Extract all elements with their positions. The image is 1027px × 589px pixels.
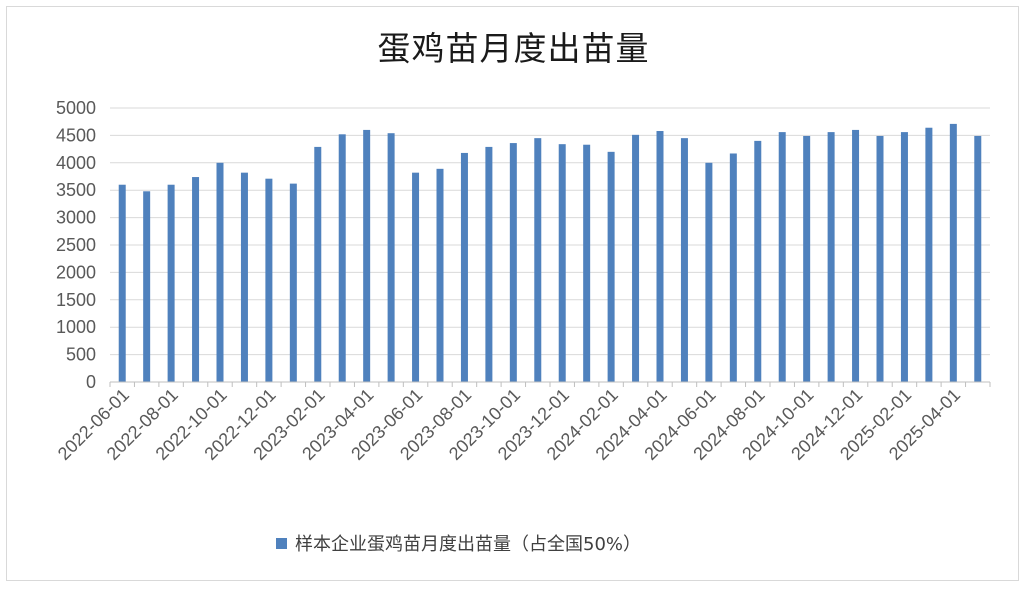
bar-2022-11-01	[240, 172, 248, 382]
bar-2023-12-01	[558, 144, 566, 382]
bar-2024-09-01	[778, 132, 786, 382]
bar-2025-03-01	[925, 127, 933, 382]
bar-2022-10-01	[216, 162, 224, 382]
bar-2023-03-01	[338, 134, 346, 382]
bar-2023-07-01	[436, 168, 444, 382]
y-tick-label: 500	[66, 345, 96, 365]
y-tick-label: 2000	[56, 262, 96, 282]
bar-2023-01-01	[289, 183, 297, 382]
bar-2023-05-01	[387, 133, 395, 382]
bar-2024-08-01	[754, 140, 762, 382]
y-tick-label: 3000	[56, 208, 96, 228]
bar-2023-08-01	[460, 152, 468, 382]
legend-label: 样本企业蛋鸡苗月度出苗量（占全国50%）	[295, 534, 642, 555]
y-axis-ticks: 0 500 1000 1500 2000 2500 3000 3500 4000 4500 5000	[56, 98, 96, 392]
bar-2022-07-01	[143, 191, 151, 382]
bar-2025-05-01	[974, 135, 982, 382]
bar-2024-07-01	[729, 153, 737, 382]
bar-2024-02-01	[607, 151, 615, 382]
bars	[118, 123, 982, 382]
bar-2024-04-01	[656, 131, 664, 382]
bar-2022-09-01	[192, 177, 200, 382]
legend: 样本企业蛋鸡苗月度出苗量（占全国50%）	[276, 530, 641, 556]
y-tick-label: 3500	[56, 180, 96, 200]
bar-2025-04-01	[949, 123, 957, 382]
bar-2023-09-01	[485, 146, 493, 382]
chart-title: 蛋鸡苗月度出苗量	[377, 29, 650, 68]
y-tick-label: 2500	[56, 235, 96, 255]
y-tick-label: 4500	[56, 125, 96, 145]
y-tick-label: 4000	[56, 153, 96, 173]
bar-2024-11-01	[827, 132, 835, 382]
x-axis	[109, 381, 991, 387]
bar-2023-11-01	[534, 138, 542, 382]
legend-swatch	[276, 537, 287, 549]
bar-2024-01-01	[583, 144, 591, 382]
bar-2023-04-01	[363, 129, 371, 382]
bar-2024-10-01	[803, 135, 811, 382]
y-tick-label: 1500	[56, 290, 96, 310]
y-tick-label: 5000	[56, 98, 96, 118]
y-tick-label: 0	[86, 372, 96, 392]
bar-2024-05-01	[680, 138, 688, 382]
bar-2022-12-01	[265, 178, 273, 382]
bar-2023-10-01	[509, 143, 517, 382]
bar-2022-08-01	[167, 184, 175, 382]
bar-2025-02-01	[900, 132, 908, 382]
grid-lines	[110, 107, 990, 383]
bar-2024-12-01	[852, 129, 860, 382]
x-axis-ticks: 2022-06-012022-08-012022-10-012022-12-01…	[54, 385, 964, 464]
bar-2024-03-01	[632, 134, 640, 382]
bar-2022-06-01	[118, 184, 126, 382]
bar-2023-06-01	[412, 172, 420, 382]
bar-2024-06-01	[705, 162, 713, 382]
bar-2023-02-01	[314, 146, 322, 382]
y-tick-label: 1000	[56, 317, 96, 337]
bar-2025-01-01	[876, 135, 884, 382]
